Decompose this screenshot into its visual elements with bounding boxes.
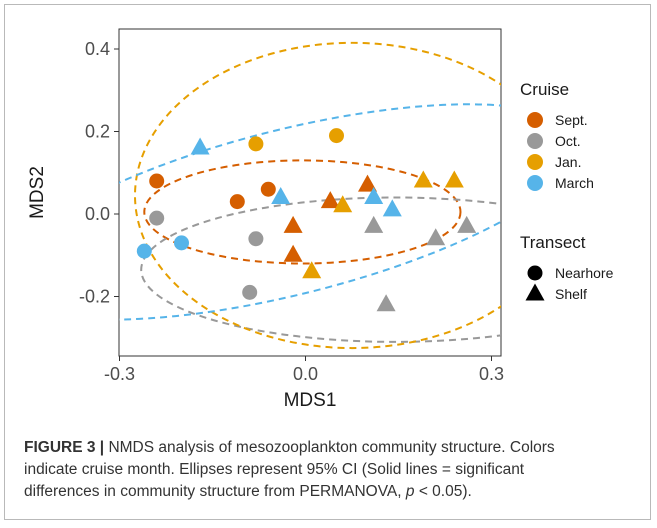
data-point-sept-3	[260, 181, 276, 197]
x-axis-title: MDS1	[284, 390, 337, 411]
caption-label: FIGURE 3 |	[24, 439, 105, 456]
data-point-oct-6	[457, 215, 477, 233]
point-layer	[136, 128, 477, 312]
legend-shape-circle	[527, 265, 543, 281]
y-tick-label: 0.0	[85, 204, 110, 224]
data-point-jan-2	[329, 128, 344, 144]
ellipse-sept	[143, 159, 462, 265]
plot-panel	[118, 28, 502, 357]
legend-swatch-jan	[527, 154, 543, 170]
data-point-march-6	[136, 243, 152, 259]
data-point-march-4	[382, 199, 402, 217]
legend-label: March	[555, 175, 594, 191]
data-point-march-3	[364, 186, 384, 204]
y-tick-label: 0.2	[85, 122, 110, 142]
data-point-sept-2	[229, 194, 245, 210]
caption-line-1: NMDS analysis of mesozooplankton communi…	[104, 439, 555, 456]
ellipse-jan	[134, 41, 501, 350]
data-point-oct-1	[149, 210, 165, 226]
data-point-sept-6	[358, 174, 377, 192]
x-tick-label: -0.3	[104, 364, 135, 384]
data-point-sept-1	[149, 173, 165, 189]
data-point-sept-7	[283, 244, 303, 262]
nmds-chart: -0.30.00.30.6 0.40.20.0-0.2 MDS1 MDS2 Cr…	[27, 28, 614, 411]
x-tick-label: 0.0	[293, 364, 318, 384]
x-axis: -0.30.00.30.6	[104, 356, 504, 384]
data-point-jan-4	[413, 170, 433, 188]
data-point-oct-3	[242, 284, 258, 300]
data-point-oct-7	[376, 294, 396, 312]
legend-transect-title: Transect	[520, 233, 586, 252]
data-point-jan-3	[333, 195, 353, 213]
legend-label: Shelf	[555, 286, 587, 302]
data-point-sept-5	[320, 191, 340, 209]
legend-label: Nearhore	[555, 265, 614, 281]
legend-transect: Transect Nearhore Shelf	[520, 233, 614, 302]
caption-p-symbol: p	[405, 483, 415, 500]
data-point-oct-4	[364, 215, 384, 233]
legend-label: Jan.	[555, 154, 581, 170]
legend-cruise: Cruise Sept. Oct. Jan. March	[520, 80, 594, 191]
ellipse-oct	[140, 196, 501, 343]
legend-shape-triangle	[525, 283, 545, 301]
data-point-jan-5	[444, 170, 464, 188]
legend-label: Sept.	[555, 112, 588, 128]
legend-swatch-oct	[527, 133, 543, 149]
data-point-oct-2	[248, 231, 264, 247]
legend-swatch-march	[527, 175, 543, 191]
data-point-oct-5	[426, 228, 446, 246]
y-axis-title: MDS2	[27, 166, 48, 219]
caption-line-3-end: < 0.05).	[414, 483, 472, 500]
data-point-march-5	[174, 235, 189, 251]
data-point-march-1	[190, 137, 210, 155]
figure-caption: FIGURE 3 | NMDS analysis of mesozooplank…	[24, 437, 634, 503]
y-tick-label: -0.2	[79, 287, 110, 307]
legend-swatch-sept	[527, 112, 543, 128]
data-point-jan-6	[302, 261, 322, 279]
caption-line-3-start: differences in community structure from …	[24, 483, 406, 500]
y-tick-label: 0.4	[85, 39, 110, 59]
caption-line-2: indicate cruise month. Ellipses represen…	[24, 461, 525, 478]
legend-label: Oct.	[555, 133, 581, 149]
ellipse-layer	[119, 41, 501, 350]
data-point-jan-1	[248, 136, 264, 152]
data-point-sept-4	[283, 215, 303, 233]
data-point-march-2	[271, 186, 291, 204]
y-axis: 0.4 0.2 0.0 -0.2	[79, 39, 119, 307]
legend-cruise-title: Cruise	[520, 80, 569, 99]
x-tick-label: 0.3	[479, 364, 504, 384]
